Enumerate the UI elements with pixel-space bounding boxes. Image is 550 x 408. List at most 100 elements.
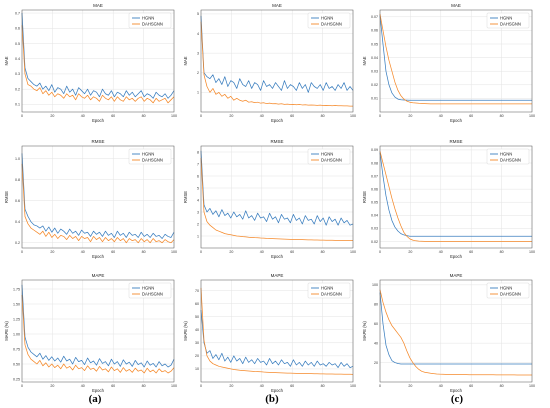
x-tick-label: 40: [260, 384, 264, 388]
y-tick-label: 0.6: [15, 27, 20, 31]
y-tick-label: 0.01: [371, 97, 378, 101]
y-tick-label: 4: [197, 32, 199, 36]
y-tick-label: 2: [197, 71, 199, 75]
x-tick-label: 60: [290, 114, 294, 118]
x-tick-label: 0: [379, 250, 381, 254]
y-tick-label: 3: [197, 210, 199, 214]
y-tick-label: 0.4: [15, 220, 20, 224]
y-tick-label: 0.03: [371, 70, 378, 74]
panel-label-c: (c): [451, 393, 464, 405]
legend-label-hgnn: HGNN: [142, 285, 154, 290]
y-tick-label: 0.8: [15, 178, 20, 182]
y-tick-label: 0.06: [371, 29, 378, 33]
y-tick-label: 0.07: [371, 15, 378, 19]
series-line-dahsgnn: [21, 163, 175, 244]
plot-frame: [21, 279, 175, 383]
x-axis-label: Epoch: [271, 388, 284, 393]
x-tick-label: 20: [50, 384, 54, 388]
y-tick-label: 1: [197, 91, 199, 95]
y-tick-label: 0.04: [371, 56, 378, 60]
x-tick-label: 40: [81, 114, 85, 118]
series-line-dahsgnn: [379, 289, 532, 376]
x-tick-label: 80: [142, 250, 146, 254]
legend-label-dahsgnn: DAHSGNN: [321, 157, 342, 162]
legend-label-dahsgnn: DAHSGNN: [500, 157, 521, 162]
chart-title: MAE: [93, 3, 103, 8]
series-line-hgnn: [200, 15, 354, 93]
series-line-dahsgnn: [21, 25, 175, 104]
y-tick-label: 0.2: [15, 241, 20, 245]
y-tick-label: 0.6: [15, 199, 20, 203]
x-tick-label: 0: [379, 384, 381, 388]
y-axis-label: MAPE (%): [183, 321, 188, 341]
x-tick-label: 60: [469, 114, 473, 118]
x-axis-label: Epoch: [92, 118, 105, 123]
y-tick-label: 20: [195, 354, 199, 358]
legend-label-dahsgnn: DAHSGNN: [142, 21, 163, 26]
x-tick-label: 100: [350, 250, 356, 254]
y-tick-label: 0.4: [15, 57, 20, 61]
y-tick-label: 0.1: [15, 103, 20, 107]
y-tick-label: 10: [195, 367, 199, 371]
y-tick-label: 0.07: [371, 174, 378, 178]
y-axis-label: MAPE (%): [4, 321, 9, 341]
plot-frame: [379, 9, 533, 113]
y-tick-label: 5: [197, 12, 199, 16]
x-tick-label: 100: [350, 114, 356, 118]
x-tick-label: 0: [200, 250, 202, 254]
y-tick-label: 20: [374, 361, 378, 365]
y-tick-label: 50: [195, 315, 199, 319]
y-axis-label: MAE: [183, 56, 188, 65]
chart-title: MAPE: [450, 273, 463, 278]
y-tick-label: 1.25: [13, 317, 20, 321]
chart-panel-7: 0.25 0.50 0.75 1.00 1.25 1.50 1.75 0 20 40 60 80 100…: [4, 273, 177, 393]
x-tick-label: 0: [21, 250, 23, 254]
legend-label-hgnn: HGNN: [321, 151, 333, 156]
series-line-hgnn: [200, 150, 354, 226]
x-tick-label: 60: [469, 250, 473, 254]
series-line-dahsgnn: [379, 151, 532, 242]
x-tick-label: 60: [290, 384, 294, 388]
legend-label-dahsgnn: DAHSGNN: [500, 291, 521, 296]
x-tick-label: 20: [408, 250, 412, 254]
x-tick-label: 100: [529, 114, 535, 118]
plot-frame: [21, 145, 175, 249]
legend-label-hgnn: HGNN: [142, 151, 154, 156]
x-tick-label: 40: [81, 250, 85, 254]
x-tick-label: 60: [111, 384, 115, 388]
x-tick-label: 40: [260, 114, 264, 118]
x-tick-label: 100: [171, 114, 177, 118]
y-tick-label: 7: [197, 162, 199, 166]
series-line-dahsgnn: [200, 157, 354, 241]
x-tick-label: 20: [408, 384, 412, 388]
series-line-hgnn: [200, 310, 354, 368]
panel-label-a: (a): [89, 393, 102, 405]
y-tick-label: 70: [195, 289, 199, 293]
x-tick-label: 60: [111, 250, 115, 254]
x-axis-label: Epoch: [271, 254, 284, 259]
x-tick-label: 40: [439, 114, 443, 118]
y-tick-label: 0.7: [15, 11, 20, 15]
panel-label-b: (b): [265, 393, 279, 405]
chart-panel-4: 0.2 0.4 0.6 0.8 1.0 0 20 40 60 80 100 RMSE Epoch RMSE…: [4, 139, 177, 259]
x-tick-label: 40: [260, 250, 264, 254]
y-tick-label: 80: [374, 303, 378, 307]
y-tick-label: 0.75: [13, 347, 20, 351]
x-tick-label: 40: [81, 384, 85, 388]
x-tick-label: 100: [350, 384, 356, 388]
series-line-dahsgnn: [200, 21, 353, 107]
series-line-hgnn: [379, 152, 532, 237]
y-tick-label: 60: [195, 302, 199, 306]
x-tick-label: 0: [21, 384, 23, 388]
series-line-hgnn: [379, 292, 532, 365]
y-tick-label: 1.00: [13, 332, 20, 336]
legend-label-hgnn: HGNN: [321, 285, 333, 290]
legend-label-dahsgnn: DAHSGNN: [142, 291, 163, 296]
series-line-dahsgnn: [21, 294, 175, 374]
x-tick-label: 60: [111, 114, 115, 118]
x-tick-label: 80: [321, 250, 325, 254]
